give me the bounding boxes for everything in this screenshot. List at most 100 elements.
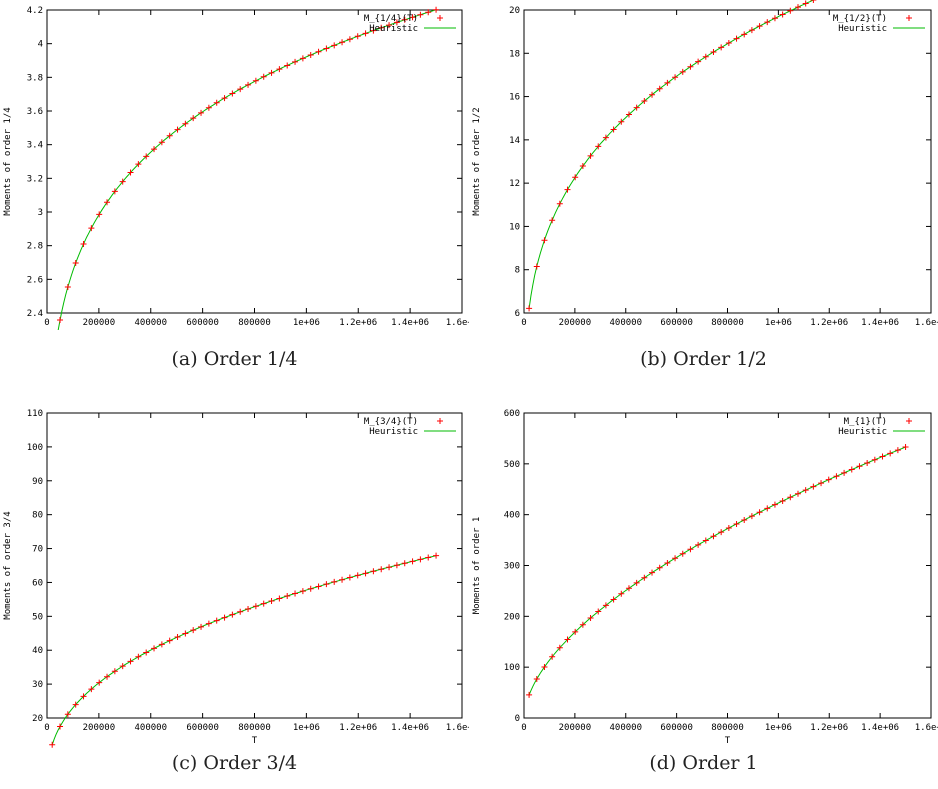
data-point <box>119 178 126 185</box>
data-point <box>331 42 338 49</box>
y-tick-label: 12 <box>509 179 520 189</box>
data-point <box>718 529 725 536</box>
data-point <box>787 7 794 14</box>
y-tick-label: 16 <box>509 93 520 103</box>
data-point <box>656 564 663 571</box>
y-tick-label: 30 <box>32 680 43 690</box>
data-point <box>237 608 244 615</box>
data-point <box>370 568 377 575</box>
x-tick-label: 1.6e+0 <box>915 318 938 328</box>
series-line-heuristic <box>51 555 437 745</box>
y-axis-label: Moments of order 3/4 <box>3 511 13 619</box>
data-point <box>679 68 686 75</box>
data-point <box>198 109 205 116</box>
data-point <box>625 111 632 118</box>
y-tick-label: 4.2 <box>27 6 43 16</box>
data-point <box>748 27 755 34</box>
y-tick-label: 3.4 <box>27 141 43 151</box>
data-point <box>307 52 314 59</box>
data-point <box>158 139 165 146</box>
data-point <box>339 576 346 583</box>
x-tick-label: 200000 <box>559 318 592 328</box>
data-point <box>879 453 886 460</box>
chart-c: 0 200000 400000 600000 800000 1e+06 1.2e+06 1.4… <box>3 409 469 748</box>
x-tick-label: 200000 <box>83 318 116 328</box>
chart-a: 0 200000 400000 600000 800000 1e+06 1.2e+06 1.4… <box>3 6 469 330</box>
data-point <box>72 701 79 708</box>
x-tick-label: 200000 <box>559 723 592 733</box>
data-point <box>579 163 586 170</box>
x-tick-label: 400000 <box>134 318 167 328</box>
data-point <box>315 48 322 55</box>
data-point <box>88 225 95 232</box>
y-tick-label: 100 <box>27 443 43 453</box>
x-tick-label: 1.2e+06 <box>339 318 377 328</box>
chart-d: 0 200000 400000 600000 800000 1e+06 1.2e+06 1.4… <box>472 409 938 746</box>
data-point <box>687 546 694 553</box>
x-tick-label: 0 <box>521 723 526 733</box>
data-point <box>127 658 134 665</box>
data-point <box>323 45 330 52</box>
data-point <box>213 617 220 624</box>
data-point <box>533 675 540 682</box>
data-point <box>362 570 369 577</box>
data-point <box>166 637 173 644</box>
data-point <box>80 240 87 247</box>
data-point <box>841 469 848 476</box>
data-point <box>725 39 732 46</box>
data-point <box>57 317 64 324</box>
data-point <box>541 663 548 670</box>
data-point <box>625 585 632 592</box>
data-point <box>49 741 56 748</box>
data-point <box>237 86 244 93</box>
data-point <box>810 0 817 4</box>
x-tick-label: 400000 <box>609 318 642 328</box>
data-point <box>556 200 563 207</box>
data-point <box>276 595 283 602</box>
data-point <box>190 627 197 634</box>
legend-marker-data <box>906 15 912 21</box>
data-point <box>595 143 602 150</box>
x-tick-label: 1.2e+06 <box>810 318 848 328</box>
data-point <box>641 98 648 105</box>
x-tick-label: 600000 <box>186 723 219 733</box>
caption-b: (b) Order 1/2 <box>640 348 767 370</box>
legend-label-data: M_{1}(T) <box>844 417 887 427</box>
data-point <box>96 211 103 218</box>
data-point <box>96 679 103 686</box>
data-point <box>672 555 679 562</box>
data-point <box>174 126 181 133</box>
data-point <box>260 73 267 80</box>
data-point <box>633 579 640 586</box>
data-point <box>649 569 656 576</box>
y-tick-label: 110 <box>27 409 43 419</box>
data-point <box>64 711 71 718</box>
data-point <box>787 494 794 501</box>
data-point <box>856 463 863 470</box>
data-point <box>672 74 679 81</box>
data-point <box>702 53 709 60</box>
data-point <box>190 115 197 122</box>
data-point <box>143 649 150 656</box>
y-tick-label: 200 <box>504 612 520 622</box>
y-tick-label: 600 <box>504 409 520 419</box>
data-point <box>221 95 228 102</box>
data-point <box>174 634 181 641</box>
data-point <box>549 653 556 660</box>
y-tick-label: 6 <box>515 309 520 319</box>
y-tick-label: 2.8 <box>27 242 43 252</box>
data-point <box>260 600 267 607</box>
x-tick-label: 400000 <box>134 723 167 733</box>
data-point <box>299 588 306 595</box>
chart-panel-c: 0 200000 400000 600000 800000 1e+06 1.2e+06 1.4… <box>0 398 469 789</box>
data-point <box>346 36 353 43</box>
data-point <box>526 691 533 698</box>
data-point <box>88 686 95 693</box>
data-point <box>331 578 338 585</box>
data-point <box>378 24 385 31</box>
x-tick-label: 200000 <box>83 723 116 733</box>
data-point <box>587 152 594 159</box>
chart-panel-d: 0 200000 400000 600000 800000 1e+06 1.2e+06 1.4… <box>469 398 938 789</box>
data-point <box>733 35 740 42</box>
x-tick-label: 1.6e+0 <box>446 318 469 328</box>
